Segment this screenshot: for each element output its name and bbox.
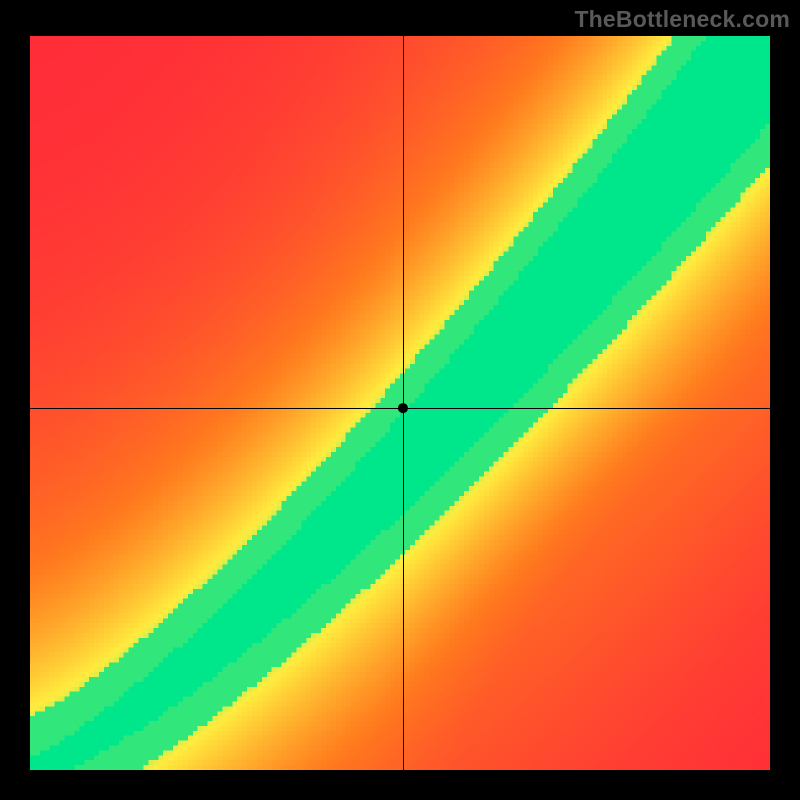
overlay-canvas [30, 36, 770, 770]
plot-area [30, 36, 770, 770]
watermark-text: TheBottleneck.com [574, 6, 790, 33]
chart-frame: TheBottleneck.com [0, 0, 800, 800]
